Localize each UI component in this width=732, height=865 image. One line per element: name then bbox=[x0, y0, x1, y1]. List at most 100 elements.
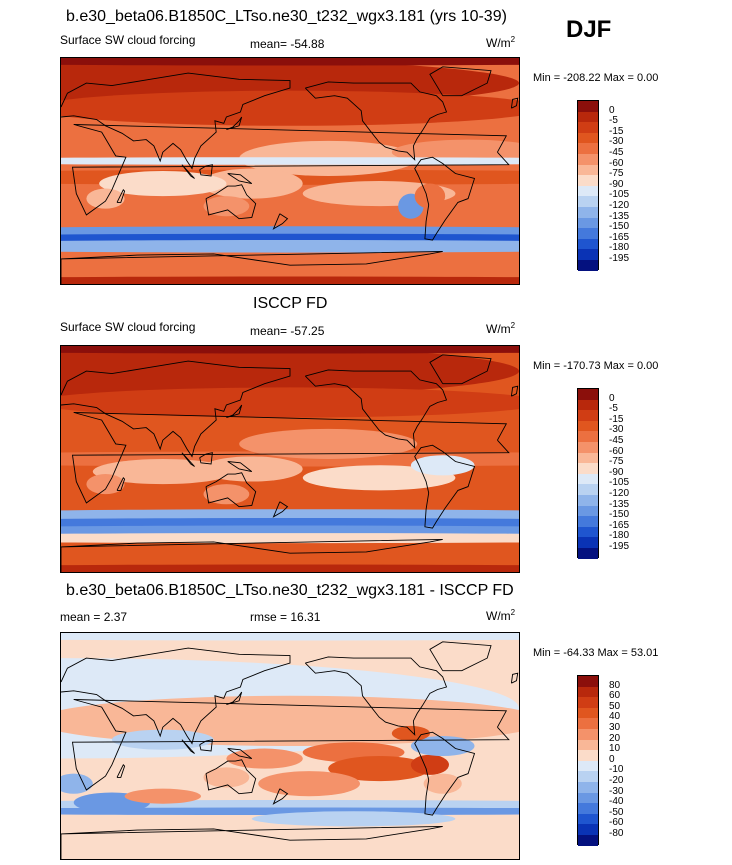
contour-field bbox=[61, 633, 519, 859]
colorbar-tick-label: -195 bbox=[609, 253, 630, 264]
coastline bbox=[116, 477, 126, 491]
colorbar-swatch bbox=[578, 505, 598, 517]
coastline bbox=[272, 788, 289, 805]
field-contour bbox=[61, 276, 519, 284]
field-contour bbox=[410, 754, 449, 775]
field-contour bbox=[239, 428, 418, 459]
coastline bbox=[199, 739, 213, 752]
colorbar-swatch bbox=[578, 196, 598, 207]
colorbar-tick-label: -150 bbox=[609, 221, 630, 233]
coastline bbox=[71, 124, 510, 216]
colorbar-swatch bbox=[578, 537, 598, 548]
coastline bbox=[414, 156, 476, 241]
colorbar-swatch bbox=[578, 697, 598, 708]
coastline bbox=[510, 672, 519, 684]
colorbar-tick-label: -50 bbox=[609, 806, 624, 818]
field-contour bbox=[61, 773, 93, 794]
colorbar-tick-label: -105 bbox=[609, 189, 630, 201]
colorbar-tick-label: 20 bbox=[609, 732, 621, 744]
field-contour bbox=[251, 811, 456, 827]
colorbar-tick-label: 0 bbox=[609, 753, 615, 765]
field-contour bbox=[203, 767, 250, 788]
colorbar-tick-label: -90 bbox=[609, 178, 624, 190]
coastline bbox=[181, 164, 195, 179]
coastline bbox=[61, 72, 291, 170]
panel1-minmax: Min = -208.22 Max = 0.00 bbox=[533, 72, 659, 84]
colorbar-swatch bbox=[578, 185, 598, 197]
coastline bbox=[304, 656, 448, 736]
colorbar-swatch bbox=[578, 410, 598, 421]
colorbar-swatch bbox=[578, 526, 598, 538]
colorbar-swatch bbox=[578, 431, 598, 442]
coastline bbox=[226, 691, 243, 706]
coastline bbox=[116, 764, 126, 778]
colorbar-tick-label: 80 bbox=[609, 679, 621, 691]
colorbar-swatch bbox=[578, 238, 598, 250]
panel1-variable-label: Surface SW cloud forcing bbox=[60, 33, 196, 47]
colorbar-swatch bbox=[578, 792, 598, 804]
coastline bbox=[226, 404, 243, 419]
colorbar-tick-label: -120 bbox=[609, 488, 630, 499]
field-contour bbox=[61, 58, 519, 66]
coastline bbox=[61, 250, 443, 284]
coastline bbox=[227, 748, 253, 760]
colorbar-swatch bbox=[578, 441, 598, 453]
coastline bbox=[429, 66, 492, 97]
colorbar-tick-label: -90 bbox=[609, 466, 624, 478]
colorbar-swatch bbox=[578, 132, 598, 144]
colorbar-swatch bbox=[578, 217, 598, 229]
panel1-map bbox=[60, 57, 520, 285]
colorbar-swatches bbox=[577, 100, 599, 271]
season-label: DJF bbox=[566, 16, 612, 43]
colorbar-tick-label: -30 bbox=[609, 785, 624, 797]
field-contour bbox=[302, 465, 456, 491]
colorbar-swatch bbox=[578, 547, 598, 559]
field-contour bbox=[61, 387, 519, 418]
panel3-map bbox=[60, 632, 520, 860]
colorbar-tick-label: -60 bbox=[609, 817, 624, 829]
field-contour bbox=[414, 183, 446, 209]
coastline bbox=[205, 472, 257, 508]
coastline bbox=[304, 369, 448, 449]
colorbar-swatch bbox=[578, 420, 598, 432]
colorbar-swatch bbox=[578, 707, 598, 719]
colorbar-tick-label: -45 bbox=[609, 435, 624, 446]
colorbar-swatch bbox=[578, 259, 598, 271]
panel1-units: W/m2 bbox=[486, 35, 516, 50]
panel1-title: b.e30_beta06.B1850C_LTso.ne30_t232_wgx3.… bbox=[66, 8, 507, 25]
coastline bbox=[181, 452, 195, 467]
colorbar-tick-label: -40 bbox=[609, 796, 624, 808]
field-contour bbox=[61, 346, 519, 354]
field-contour bbox=[99, 171, 227, 197]
field-contour bbox=[111, 729, 214, 750]
coastline bbox=[199, 164, 213, 177]
colorbar-tick-label: -30 bbox=[609, 424, 624, 436]
colorbar-tick-label: -10 bbox=[609, 764, 624, 776]
colorbar-tick-label: -15 bbox=[609, 125, 624, 137]
colorbar-tick-label: -45 bbox=[609, 147, 624, 158]
colorbar-swatch bbox=[578, 834, 598, 846]
colorbar-swatch bbox=[578, 739, 598, 751]
field-contour bbox=[124, 788, 201, 804]
coastline bbox=[510, 97, 519, 109]
field-contour bbox=[61, 240, 519, 253]
colorbar-swatch bbox=[578, 164, 598, 176]
colorbar-swatches bbox=[577, 388, 599, 559]
panel2-map bbox=[60, 345, 520, 573]
colorbar-tick-label: -165 bbox=[609, 231, 630, 243]
colorbar-swatch bbox=[578, 206, 598, 218]
panel3-title: b.e30_beta06.B1850C_LTso.ne30_t232_wgx3.… bbox=[66, 582, 514, 599]
coastline bbox=[227, 173, 253, 185]
colorbar-swatch bbox=[578, 824, 598, 835]
panel1-mean-label: mean= -54.88 bbox=[250, 37, 325, 51]
colorbar-tick-label: -135 bbox=[609, 210, 630, 222]
colorbar-tick-label: 50 bbox=[609, 700, 621, 712]
field-contour bbox=[203, 196, 250, 217]
colorbar-swatch bbox=[578, 452, 598, 464]
colorbar-tick-label: -180 bbox=[609, 242, 630, 254]
colorbar-swatch bbox=[578, 516, 598, 527]
colorbar-tick-label: 10 bbox=[609, 743, 621, 755]
colorbar-swatch bbox=[578, 718, 598, 729]
panel3-mean-label: mean = 2.37 bbox=[60, 610, 128, 624]
colorbar-swatch bbox=[578, 484, 598, 495]
